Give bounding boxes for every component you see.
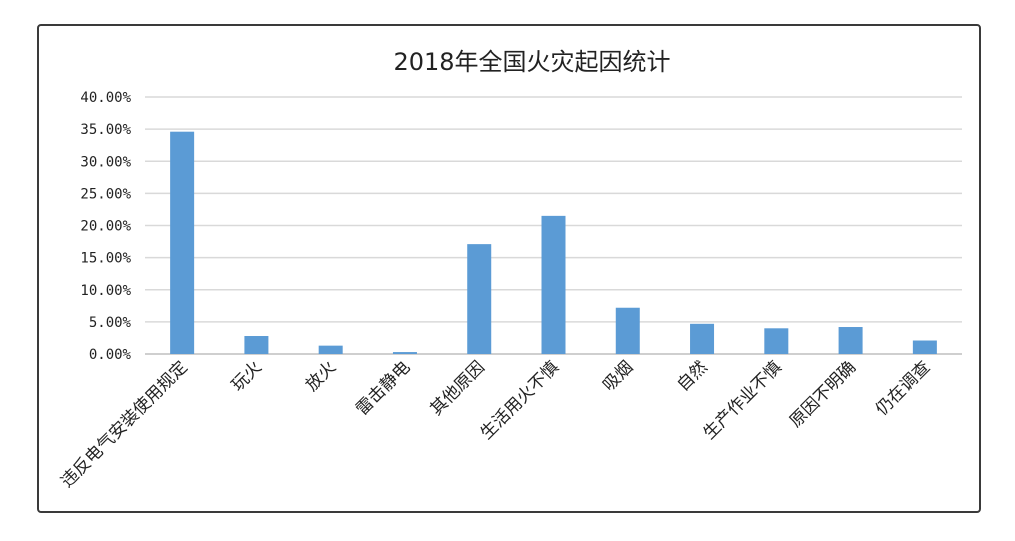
chart-title: 2018年全国火灾起因统计 xyxy=(393,48,670,76)
y-tick-label: 20.00% xyxy=(80,219,131,235)
y-tick-label: 15.00% xyxy=(80,251,131,267)
bar xyxy=(392,352,417,354)
bar xyxy=(690,323,715,354)
bar xyxy=(615,307,640,354)
x-tick-label: 生产作业不慎 xyxy=(700,357,786,443)
chart-frame xyxy=(37,24,981,513)
bar xyxy=(467,244,492,354)
bars xyxy=(170,131,937,354)
gridlines xyxy=(145,96,962,355)
bar xyxy=(912,340,937,354)
x-tick-label: 吸烟 xyxy=(599,357,637,395)
y-tick-label: 5.00% xyxy=(89,315,132,331)
y-tick-label: 0.00% xyxy=(89,347,132,363)
x-tick-label: 生活用火不慎 xyxy=(477,357,563,443)
bar xyxy=(318,345,343,354)
x-tick-label: 放火 xyxy=(302,357,340,395)
bar xyxy=(541,215,566,354)
y-tick-label: 30.00% xyxy=(80,154,131,170)
x-tick-label: 违反电气安装使用规定 xyxy=(57,357,192,492)
y-axis-ticks: 0.00% 5.00% 10.00% 15.00% 20.00% 25.00% 30.00%… xyxy=(80,90,131,363)
y-tick-label: 40.00% xyxy=(80,90,131,106)
x-tick-label: 原因不明确 xyxy=(786,357,860,431)
y-tick-label: 35.00% xyxy=(80,122,131,138)
bar xyxy=(764,328,789,354)
x-tick-label: 仍在调查 xyxy=(872,357,934,419)
x-tick-label: 玩火 xyxy=(228,357,266,395)
bar xyxy=(170,131,195,354)
x-tick-label: 雷击静电 xyxy=(352,357,414,419)
bar xyxy=(244,336,269,354)
x-tick-label: 自然 xyxy=(673,357,711,395)
y-tick-label: 10.00% xyxy=(80,283,131,299)
bar xyxy=(838,327,863,354)
y-tick-label: 25.00% xyxy=(80,186,131,202)
x-tick-label: 其他原因 xyxy=(427,357,489,419)
